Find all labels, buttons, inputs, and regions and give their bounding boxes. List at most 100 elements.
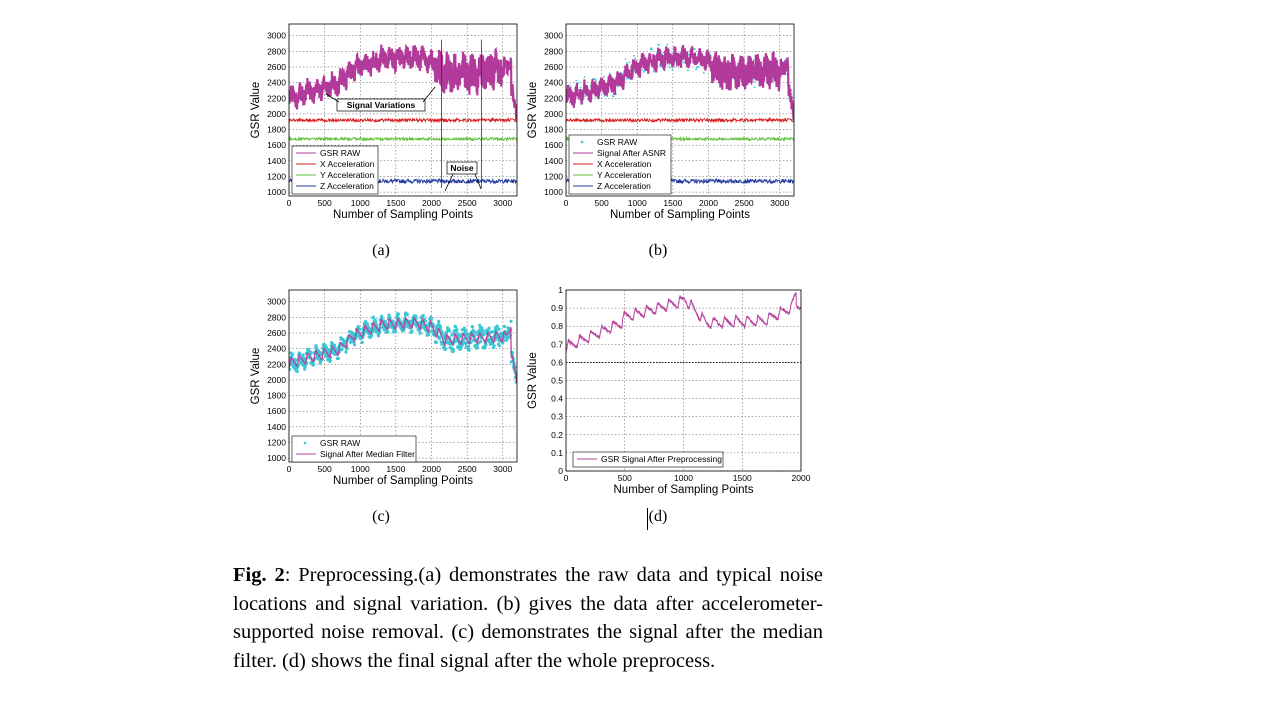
series-line <box>289 117 517 124</box>
raw-point <box>668 66 671 69</box>
x-axis-label: Number of Sampling Points <box>610 209 750 221</box>
raw-point <box>662 51 665 54</box>
raw-point <box>608 72 611 75</box>
legend-entry: X Acceleration <box>597 159 652 169</box>
y-tick-label: 2200 <box>544 93 563 103</box>
legend-entry: GSR RAW <box>597 137 637 147</box>
x-axis-label: Number of Sampling Points <box>333 475 473 487</box>
raw-point <box>633 54 635 57</box>
raw-point <box>752 80 755 83</box>
x-tick-label: 3000 <box>493 464 512 474</box>
raw-point <box>583 76 586 78</box>
caption-label: Fig. 2 <box>233 564 285 586</box>
raw-point <box>447 329 452 333</box>
text-cursor <box>647 508 648 530</box>
raw-point <box>697 65 699 68</box>
y-tick-label: 1800 <box>544 125 563 135</box>
raw-point <box>661 53 664 56</box>
raw-point <box>593 78 596 80</box>
raw-point <box>686 69 689 72</box>
y-tick-label: 2200 <box>267 359 286 369</box>
raw-point <box>634 57 637 60</box>
raw-point <box>410 329 414 333</box>
raw-point <box>612 95 615 98</box>
series-line <box>289 43 517 121</box>
raw-point <box>628 61 631 64</box>
raw-point <box>652 70 655 73</box>
x-tick-label: 0 <box>564 473 569 483</box>
raw-point <box>370 334 374 338</box>
raw-point <box>437 337 442 341</box>
raw-point <box>481 329 485 333</box>
caption-text: : Preprocessing.(a) demonstrates the raw… <box>233 564 823 672</box>
x-tick-label: 500 <box>318 198 332 208</box>
y-axis-label: GSR Value <box>527 352 539 409</box>
y-tick-label: 1600 <box>544 140 563 150</box>
raw-point <box>295 369 299 373</box>
raw-point <box>641 68 644 71</box>
raw-point <box>753 86 756 89</box>
raw-point <box>467 348 471 352</box>
y-tick-label: 0.1 <box>551 448 563 458</box>
raw-point <box>624 58 627 60</box>
legend-entry: Y Acceleration <box>320 170 374 180</box>
raw-point <box>427 333 431 337</box>
x-tick-label: 2500 <box>458 198 477 208</box>
y-tick-label: 1600 <box>267 140 286 150</box>
raw-point <box>456 332 461 336</box>
raw-point <box>340 347 344 351</box>
y-tick-label: 1 <box>558 285 563 295</box>
raw-point <box>594 95 597 98</box>
raw-point <box>466 344 471 349</box>
x-tick-label: 3000 <box>770 198 789 208</box>
chart-panel-a: 0 500 1000 1500 2000 2500 3000 1000 1200 1400 1600… <box>240 14 530 234</box>
annotation-noise: Noise <box>450 163 473 173</box>
raw-point <box>387 315 391 319</box>
annotation-arrow <box>422 86 436 103</box>
raw-point <box>475 345 479 350</box>
y-tick-label: 1800 <box>267 391 286 401</box>
raw-point <box>360 340 364 345</box>
x-tick-label: 500 <box>618 473 632 483</box>
figure-caption: Fig. 2: Preprocessing.(a) demonstrates t… <box>233 561 823 675</box>
legend-entry: Signal After Median Filter <box>320 449 415 459</box>
raw-point <box>344 350 348 354</box>
raw-point <box>509 319 513 323</box>
series-line <box>566 117 794 124</box>
y-tick-label: 1200 <box>267 437 286 447</box>
y-tick-label: 0.6 <box>551 357 563 367</box>
legend-entry: GSR Signal After Preprocessing <box>601 454 722 464</box>
raw-point <box>358 327 362 331</box>
annotation-arrow <box>325 93 340 103</box>
y-tick-label: 0.3 <box>551 412 563 422</box>
raw-point <box>364 319 368 324</box>
y-tick-label: 2600 <box>267 62 286 72</box>
raw-point <box>445 330 449 334</box>
x-tick-label: 2000 <box>422 198 441 208</box>
raw-point <box>367 326 371 330</box>
raw-point <box>434 340 438 345</box>
raw-point <box>423 319 428 323</box>
raw-point <box>373 318 377 322</box>
x-tick-label: 2500 <box>458 464 477 474</box>
raw-point <box>356 324 360 329</box>
x-tick-label: 1000 <box>351 464 370 474</box>
y-tick-label: 1400 <box>267 422 286 432</box>
raw-point <box>617 85 619 88</box>
annotation-box <box>336 98 426 112</box>
raw-point <box>416 328 420 332</box>
raw-point <box>625 78 628 80</box>
raw-point <box>324 345 328 350</box>
raw-point <box>509 360 513 364</box>
raw-point <box>365 322 369 326</box>
y-tick-label: 1800 <box>267 125 286 135</box>
plot-border <box>565 23 795 197</box>
y-tick-label: 3000 <box>267 31 286 41</box>
raw-point <box>303 367 307 371</box>
raw-point <box>309 351 313 355</box>
raw-point <box>437 319 441 323</box>
raw-point <box>497 344 501 348</box>
chart-panel-d: 0 500 1000 1500 2000 0 0.1 0.2 0.3 0.4 0.5 0.6 0.7 0.… <box>517 280 811 500</box>
raw-point <box>429 317 434 321</box>
x-tick-label: 1000 <box>351 198 370 208</box>
